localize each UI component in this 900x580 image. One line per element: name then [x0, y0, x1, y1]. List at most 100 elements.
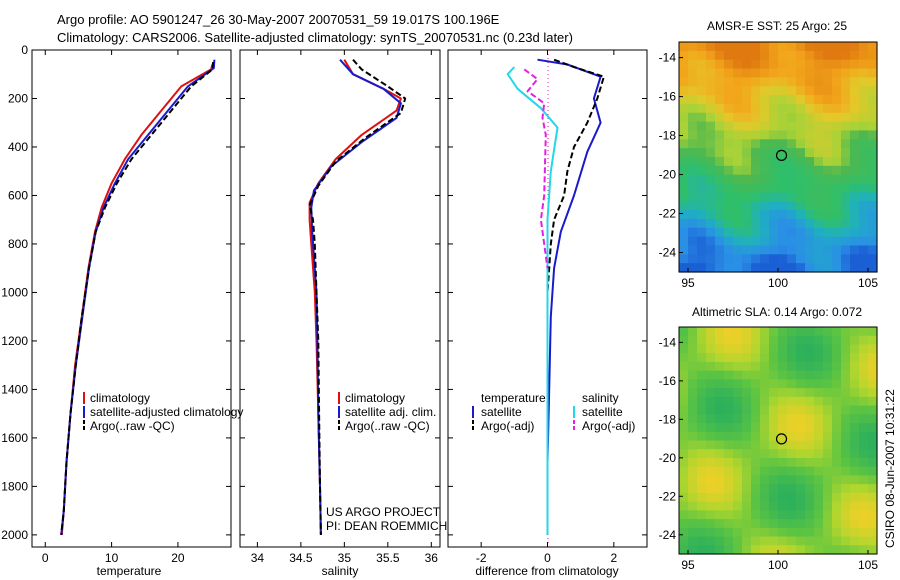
map-cell: [697, 475, 707, 485]
map-cell: [859, 501, 869, 511]
map-cell: [841, 335, 851, 346]
map-cell: [850, 405, 860, 415]
map-cell: [787, 519, 797, 529]
salinity-axes: [239, 49, 441, 548]
map-cell: [859, 254, 869, 264]
map-cell: [751, 263, 761, 273]
map-cell: [796, 42, 806, 52]
map-cell: [850, 86, 860, 96]
map-cell: [814, 344, 824, 354]
map-cell: [760, 484, 770, 494]
map-cell: [706, 527, 716, 538]
map-cell: [841, 130, 851, 140]
map-x-tick-label: 95: [681, 276, 695, 290]
map-cell: [751, 103, 761, 114]
argo-position-marker: [775, 433, 788, 445]
map-cell: [760, 192, 770, 202]
map-cell: [751, 335, 761, 346]
map-cell: [868, 353, 878, 363]
map-cell: [823, 527, 833, 538]
map-cell: [697, 405, 707, 415]
map-cell: [760, 42, 770, 52]
map-cell: [679, 192, 689, 202]
map-cell: [850, 174, 860, 185]
map-cell: [850, 379, 860, 389]
map-cell: [760, 227, 770, 238]
map-cell: [841, 263, 851, 273]
map-cell: [769, 201, 779, 211]
map-cell: [679, 396, 689, 407]
map-cell: [688, 86, 698, 96]
map-cell: [850, 236, 860, 247]
map-cell: [706, 254, 716, 264]
map-cell: [832, 236, 842, 247]
map-cell: [688, 501, 698, 511]
map-cell: [760, 370, 770, 380]
map-cell: [751, 183, 761, 193]
map-cell: [715, 130, 725, 140]
map-cell: [715, 449, 725, 459]
map-cell: [715, 510, 725, 520]
map-cell: [841, 527, 851, 538]
map-cell: [832, 527, 842, 538]
map-cell: [796, 157, 806, 167]
map-cell: [841, 475, 851, 485]
map-cell: [715, 545, 725, 555]
map-cell: [733, 121, 743, 132]
map-x-tick-label: 100: [768, 276, 788, 290]
y-tick-label: 1600: [1, 431, 28, 445]
map-cell: [850, 218, 860, 229]
map-cell: [697, 165, 707, 176]
map-cell: [706, 536, 716, 546]
map-cell: [706, 475, 716, 485]
map-cell: [796, 423, 806, 433]
map-cell: [787, 157, 797, 167]
map-cell: [868, 139, 878, 149]
map-cell: [715, 344, 725, 354]
map-cell: [850, 139, 860, 149]
map-cell: [760, 431, 770, 442]
map-cell: [688, 130, 698, 140]
map-cell: [751, 218, 761, 229]
map-cell: [697, 510, 707, 520]
map-cell: [841, 95, 851, 105]
map-cell: [868, 423, 878, 433]
map-cell: [724, 335, 734, 346]
map-cell: [814, 42, 824, 52]
legend-title-temperature: temperature: [481, 391, 546, 405]
map-cell: [832, 245, 842, 255]
map-cell: [724, 405, 734, 415]
map-cell: [688, 263, 698, 273]
legend-label-climatology: climatology: [90, 391, 150, 405]
map-cell: [706, 218, 716, 229]
map-cell: [859, 396, 869, 407]
map-cell: [751, 388, 761, 398]
map-cell: [850, 103, 860, 114]
map-cell: [787, 545, 797, 555]
map-cell: [787, 501, 797, 511]
map-cell: [814, 192, 824, 202]
map-cell: [697, 86, 707, 96]
map-cell: [841, 536, 851, 546]
map-cell: [688, 396, 698, 407]
map-cell: [760, 201, 770, 211]
temperature-legend: climatology satellite-adjusted climatolo…: [83, 391, 243, 433]
map-cell: [733, 157, 743, 167]
map-cell: [724, 157, 734, 167]
map-cell: [706, 201, 716, 211]
map-cell: [787, 112, 797, 123]
map-cell: [868, 414, 878, 424]
map-cell: [769, 77, 779, 87]
map-cell: [778, 95, 788, 105]
map-cell: [715, 174, 725, 185]
map-cell: [814, 201, 824, 211]
map-cell: [688, 475, 698, 485]
map-cell: [733, 475, 743, 485]
map-cell: [760, 130, 770, 140]
map-cell: [823, 335, 833, 346]
map-cell: [787, 327, 797, 337]
map-cell: [823, 466, 833, 477]
map-cell: [814, 95, 824, 105]
map-cell: [769, 449, 779, 459]
map-cell: [796, 245, 806, 255]
